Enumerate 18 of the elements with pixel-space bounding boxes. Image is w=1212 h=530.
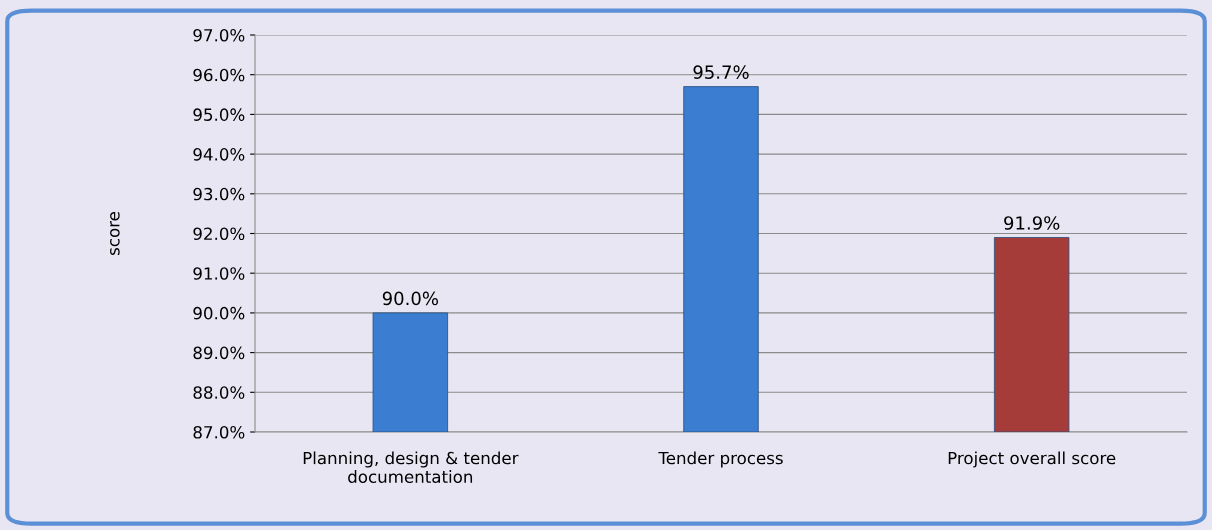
y-tick-label: 89.0% [193,346,245,360]
data-label: 95.7% [693,65,749,79]
x-tick-label: Project overall score [948,451,1116,468]
y-tick-label: 90.0% [193,306,245,320]
y-tick-label: 93.0% [193,187,245,201]
y-tick-label: 97.0% [193,28,245,42]
data-label: 90.0% [382,291,439,306]
y-axis-title: score [110,212,120,255]
x-tick-label: Planning, design & tender documentation [303,451,519,484]
x-tick-label: Tender process [658,451,783,468]
y-tick-label: 88.0% [193,386,245,399]
y-tick-label: 96.0% [193,68,245,82]
y-tick-label: 95.0% [193,108,245,121]
y-tick-label: 92.0% [193,227,245,241]
y-tick-label: 94.0% [193,148,245,161]
y-tick-label: 91.0% [193,267,245,280]
y-tick-label: 87.0% [193,425,245,439]
data-label: 91.9% [1004,216,1060,230]
